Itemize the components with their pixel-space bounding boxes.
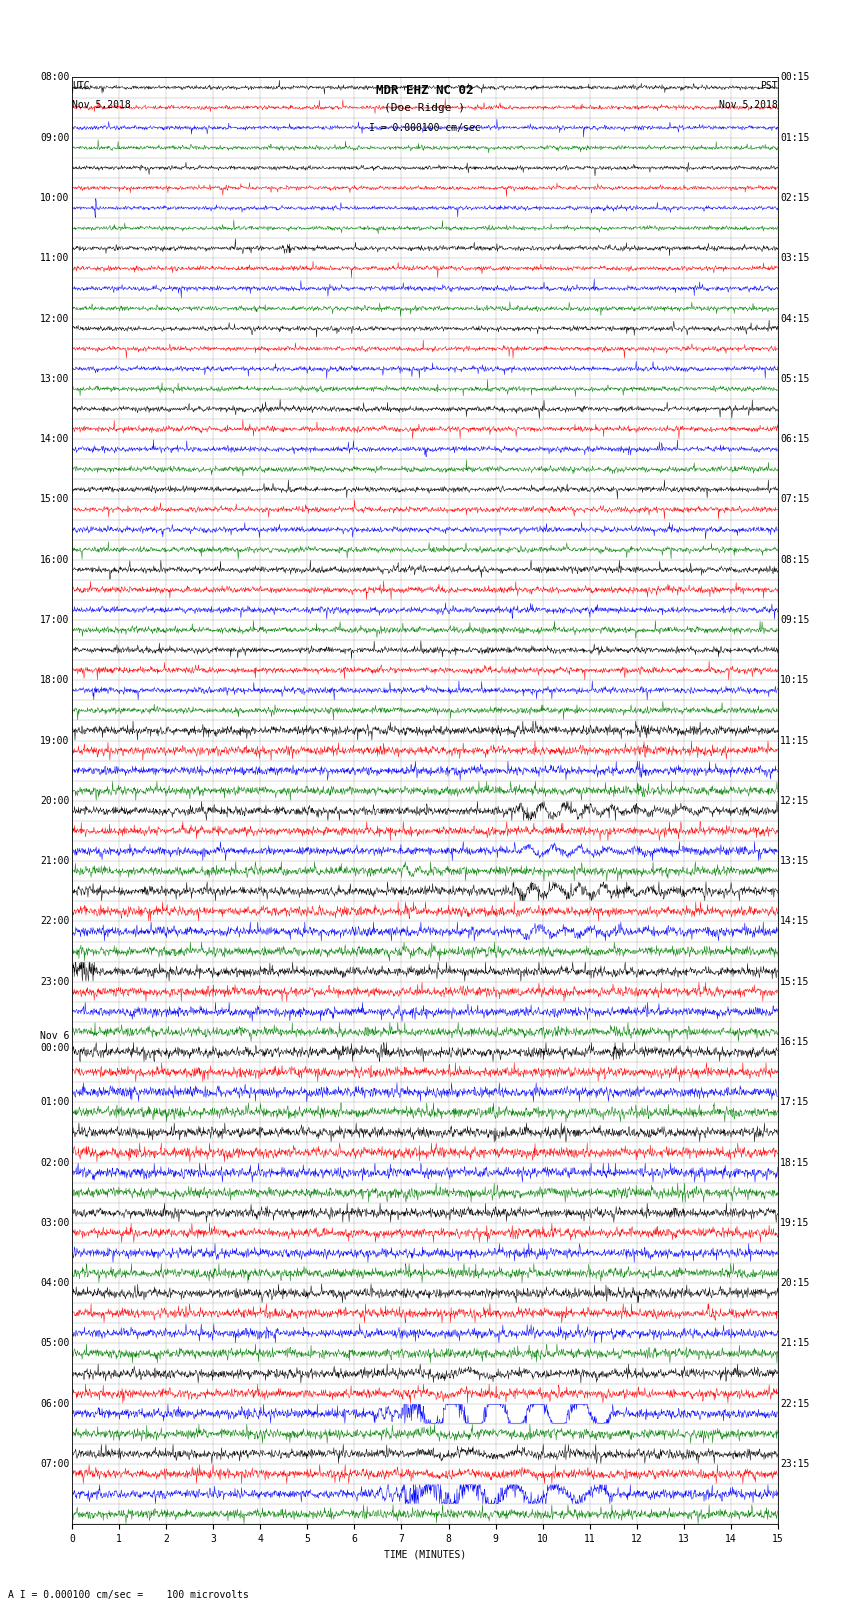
Text: 09:15: 09:15 xyxy=(780,615,810,624)
Text: 16:15: 16:15 xyxy=(780,1037,810,1047)
Text: 00:15: 00:15 xyxy=(780,73,810,82)
Text: PST: PST xyxy=(760,81,778,90)
Text: 10:15: 10:15 xyxy=(780,676,810,686)
Text: Nov 5,2018: Nov 5,2018 xyxy=(719,100,778,110)
Text: MDR EHZ NC 02: MDR EHZ NC 02 xyxy=(377,84,473,97)
Text: 14:15: 14:15 xyxy=(780,916,810,926)
Text: 21:00: 21:00 xyxy=(40,857,70,866)
Text: 22:00: 22:00 xyxy=(40,916,70,926)
Text: 08:15: 08:15 xyxy=(780,555,810,565)
Text: 06:00: 06:00 xyxy=(40,1398,70,1408)
Text: 05:15: 05:15 xyxy=(780,374,810,384)
Text: 04:15: 04:15 xyxy=(780,313,810,324)
Text: 03:00: 03:00 xyxy=(40,1218,70,1227)
Text: 05:00: 05:00 xyxy=(40,1339,70,1348)
Text: 16:00: 16:00 xyxy=(40,555,70,565)
Text: 03:15: 03:15 xyxy=(780,253,810,263)
Text: 06:15: 06:15 xyxy=(780,434,810,444)
Text: 01:15: 01:15 xyxy=(780,132,810,142)
Text: 18:15: 18:15 xyxy=(780,1158,810,1168)
Text: 07:15: 07:15 xyxy=(780,495,810,505)
Text: 23:00: 23:00 xyxy=(40,977,70,987)
Text: 14:00: 14:00 xyxy=(40,434,70,444)
Text: 17:15: 17:15 xyxy=(780,1097,810,1107)
Text: (Doe Ridge ): (Doe Ridge ) xyxy=(384,103,466,113)
Text: 02:15: 02:15 xyxy=(780,194,810,203)
Text: 19:15: 19:15 xyxy=(780,1218,810,1227)
Text: 15:00: 15:00 xyxy=(40,495,70,505)
Text: Nov 5,2018: Nov 5,2018 xyxy=(72,100,131,110)
Text: 20:15: 20:15 xyxy=(780,1277,810,1289)
Text: I = 0.000100 cm/sec: I = 0.000100 cm/sec xyxy=(369,123,481,132)
Text: 17:00: 17:00 xyxy=(40,615,70,624)
Text: 01:00: 01:00 xyxy=(40,1097,70,1107)
Text: 15:15: 15:15 xyxy=(780,977,810,987)
Text: 13:00: 13:00 xyxy=(40,374,70,384)
Text: A I = 0.000100 cm/sec =    100 microvolts: A I = 0.000100 cm/sec = 100 microvolts xyxy=(8,1590,249,1600)
Text: 21:15: 21:15 xyxy=(780,1339,810,1348)
Text: Nov 6
00:00: Nov 6 00:00 xyxy=(40,1031,70,1053)
Text: 19:00: 19:00 xyxy=(40,736,70,745)
Text: 23:15: 23:15 xyxy=(780,1460,810,1469)
Text: 13:15: 13:15 xyxy=(780,857,810,866)
Text: 20:00: 20:00 xyxy=(40,795,70,806)
Text: 10:00: 10:00 xyxy=(40,194,70,203)
X-axis label: TIME (MINUTES): TIME (MINUTES) xyxy=(384,1550,466,1560)
Text: 02:00: 02:00 xyxy=(40,1158,70,1168)
Text: 11:15: 11:15 xyxy=(780,736,810,745)
Text: 09:00: 09:00 xyxy=(40,132,70,142)
Text: 08:00: 08:00 xyxy=(40,73,70,82)
Text: 18:00: 18:00 xyxy=(40,676,70,686)
Text: UTC: UTC xyxy=(72,81,90,90)
Text: 12:00: 12:00 xyxy=(40,313,70,324)
Text: 22:15: 22:15 xyxy=(780,1398,810,1408)
Text: 12:15: 12:15 xyxy=(780,795,810,806)
Text: 07:00: 07:00 xyxy=(40,1460,70,1469)
Text: 04:00: 04:00 xyxy=(40,1277,70,1289)
Text: 11:00: 11:00 xyxy=(40,253,70,263)
